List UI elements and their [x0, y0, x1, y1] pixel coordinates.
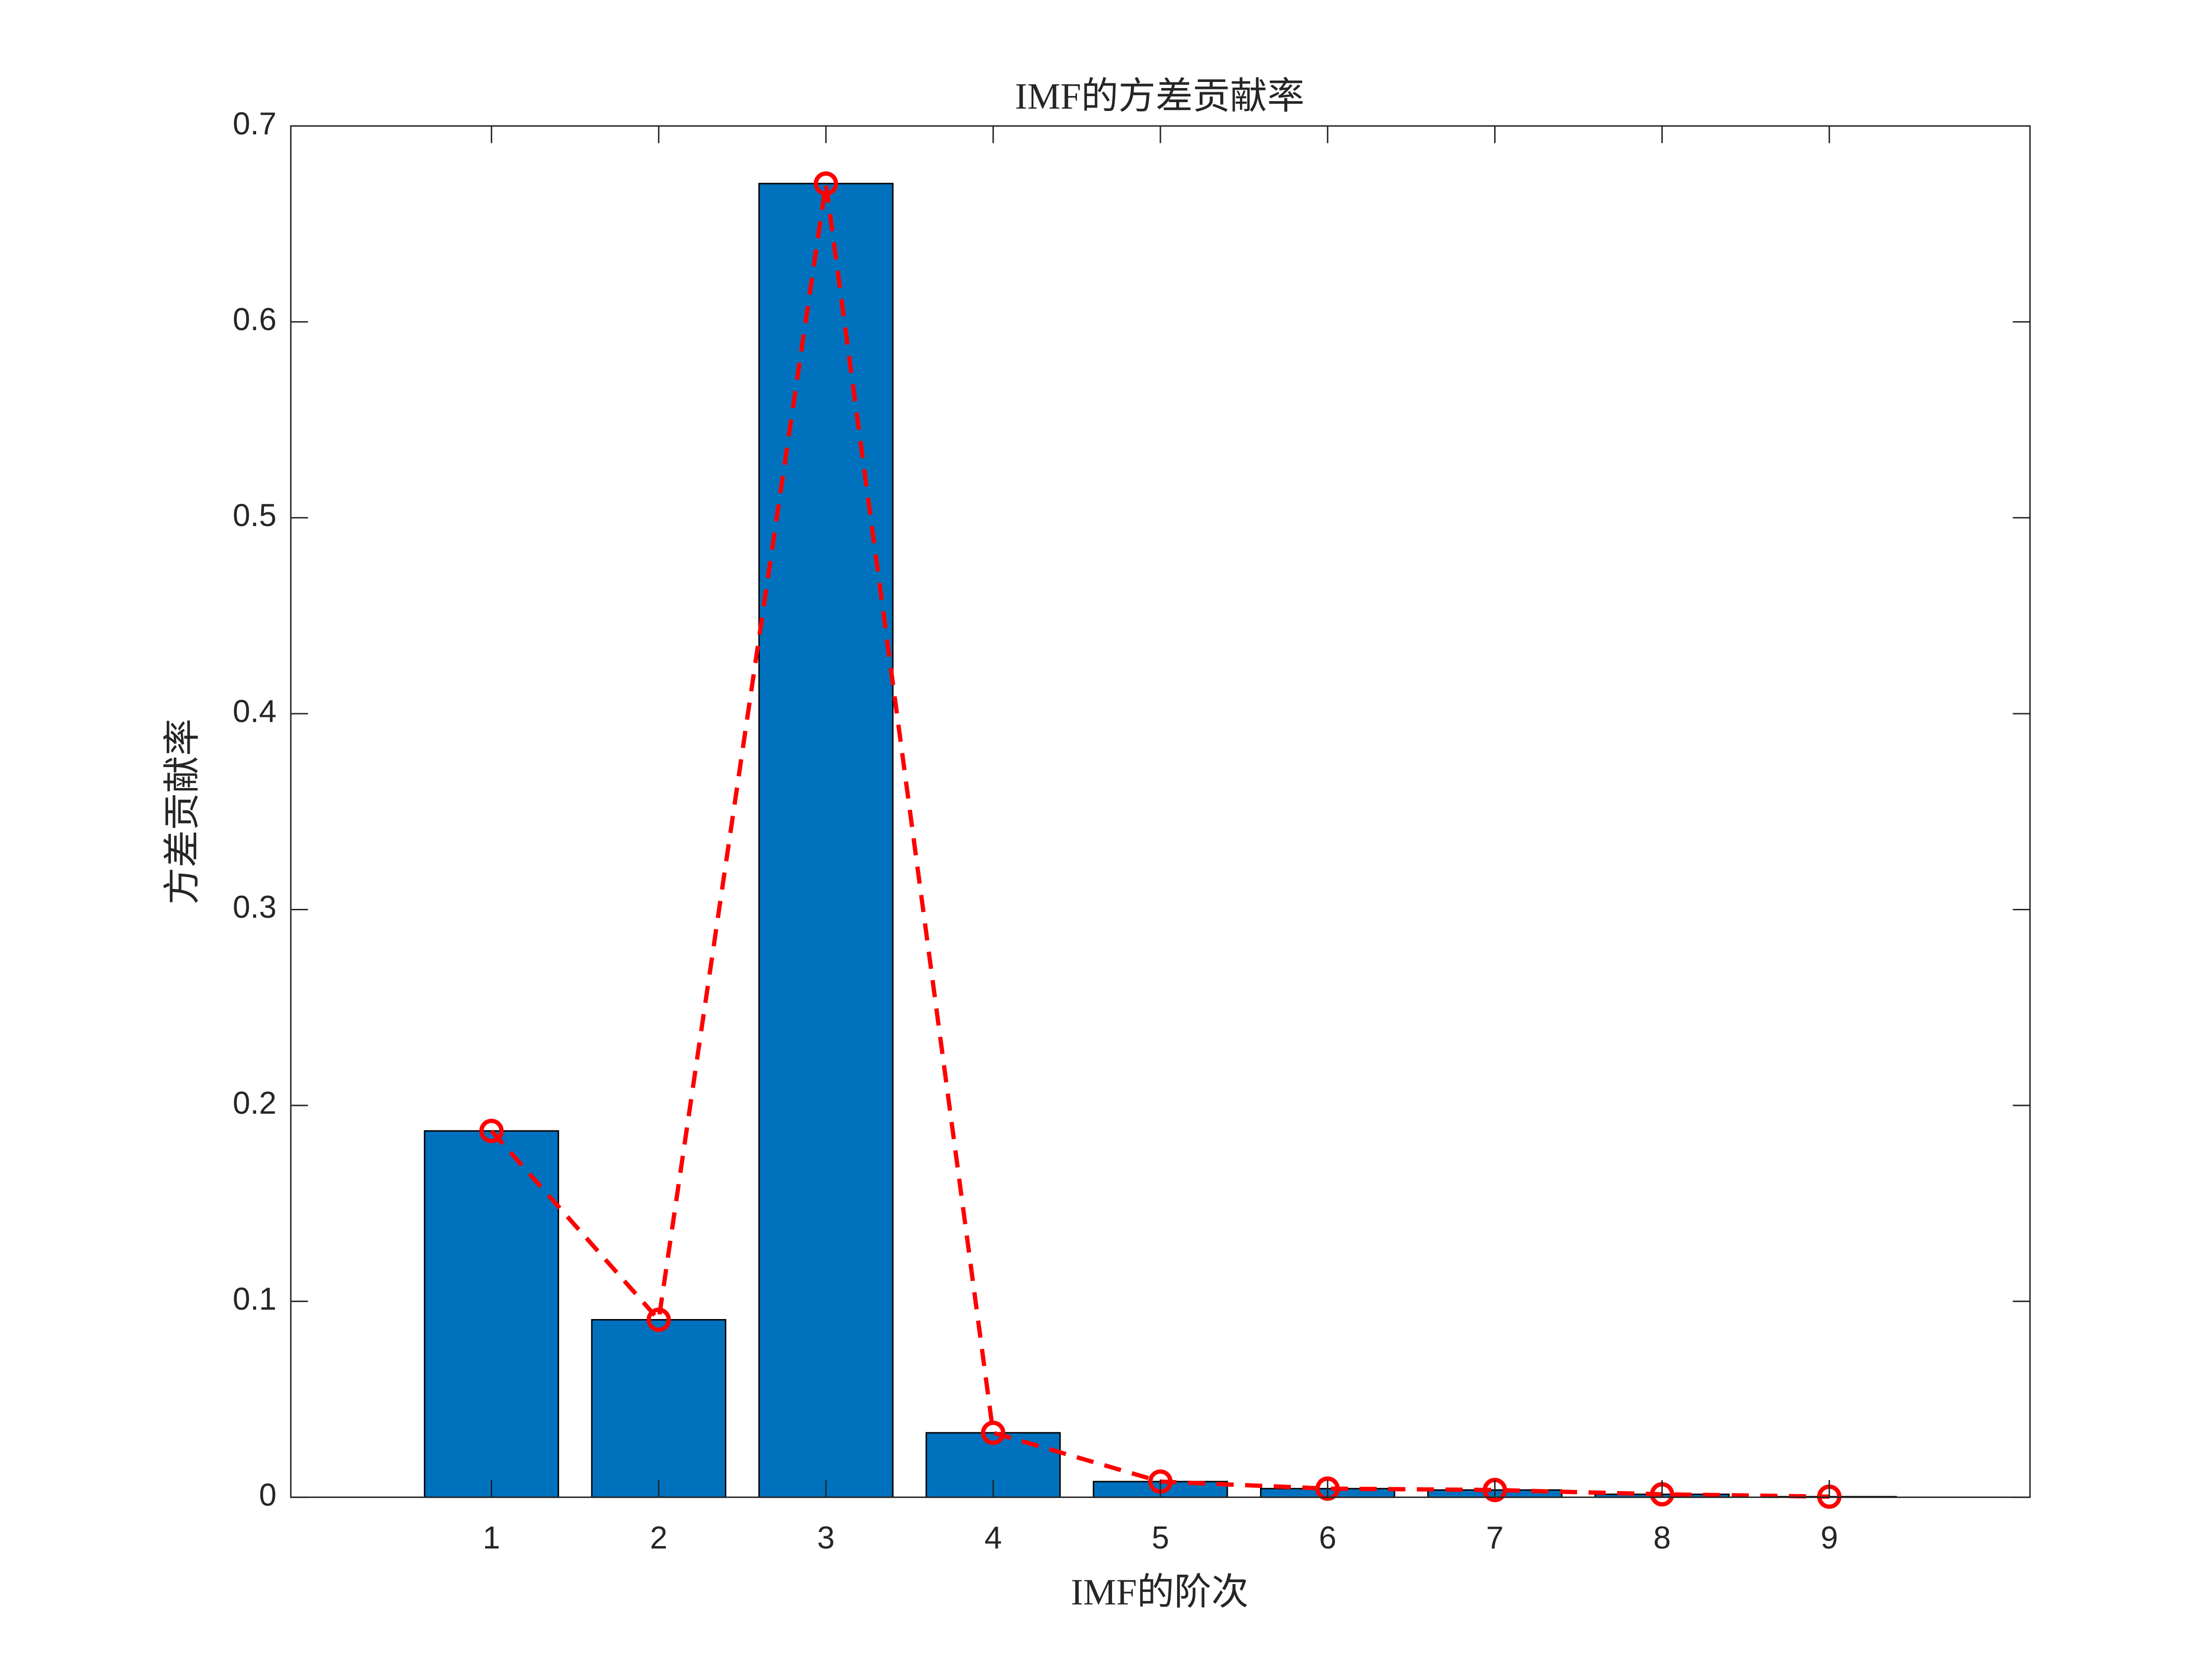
marker — [981, 1420, 1006, 1445]
y-tick-label: 0.6 — [233, 302, 277, 337]
bar — [424, 1130, 560, 1498]
y-axis-label: 方差贡献率 — [162, 719, 203, 905]
x-tick-label: 4 — [984, 1520, 1002, 1556]
x-tick-label: 8 — [1653, 1520, 1671, 1556]
y-tick-label: 0.3 — [233, 890, 277, 925]
marker — [1315, 1476, 1340, 1501]
bar — [591, 1319, 727, 1498]
x-tick-label: 7 — [1486, 1520, 1504, 1556]
x-tick-label: 1 — [483, 1520, 500, 1556]
marker — [479, 1119, 504, 1143]
y-tick-label: 0.5 — [233, 498, 277, 533]
x-tick-label: 9 — [1821, 1520, 1838, 1556]
marker — [1482, 1478, 1507, 1503]
x-tick-label: 2 — [650, 1520, 667, 1556]
x-tick-label: 6 — [1319, 1520, 1336, 1556]
bar — [758, 183, 894, 1498]
y-tick-label: 0.1 — [233, 1282, 277, 1317]
marker — [813, 171, 838, 196]
x-tick-label: 5 — [1151, 1520, 1169, 1556]
chart-title: IMF的方差贡献率 — [1015, 76, 1305, 117]
x-axis-label: IMF的阶次 — [1071, 1572, 1249, 1613]
y-tick-label: 0.4 — [233, 694, 277, 729]
x-tick-label: 3 — [817, 1520, 834, 1556]
y-tick-label: 0.7 — [233, 106, 277, 141]
marker — [646, 1307, 671, 1332]
y-tick-label: 0.2 — [233, 1086, 277, 1121]
y-tick-label: 0 — [259, 1477, 276, 1512]
